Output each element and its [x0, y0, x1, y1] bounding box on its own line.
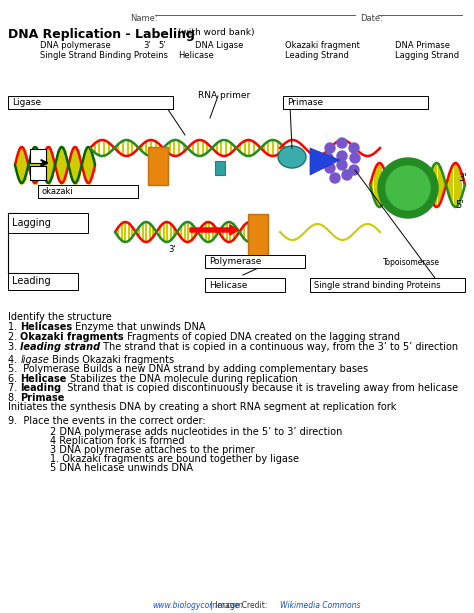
Text: Helicase: Helicase [20, 374, 67, 384]
Text: Lagging Strand: Lagging Strand [395, 51, 459, 60]
Text: Stabilizes the DNA molecule during replication: Stabilizes the DNA molecule during repli… [67, 374, 297, 384]
Bar [205, 255, 305, 268]
Text: Leading: Leading [12, 276, 51, 286]
Text: DNA Ligase: DNA Ligase [195, 41, 243, 50]
Bar [283, 96, 428, 109]
Circle shape [337, 138, 347, 148]
Text: 4 Replication fork is formed: 4 Replication fork is formed [50, 436, 184, 446]
Bar [205, 278, 285, 292]
Text: Lagging: Lagging [12, 218, 51, 228]
Text: Single Strand Binding Proteins: Single Strand Binding Proteins [40, 51, 168, 60]
Circle shape [386, 166, 430, 210]
Circle shape [378, 158, 438, 218]
Text: 3.: 3. [8, 342, 20, 352]
Circle shape [325, 143, 335, 153]
Circle shape [349, 165, 359, 175]
Circle shape [350, 153, 360, 163]
Text: 5’: 5’ [158, 41, 166, 50]
Text: (with word bank): (with word bank) [175, 28, 255, 37]
Text: okazaki: okazaki [42, 187, 74, 196]
Circle shape [349, 143, 359, 153]
Text: Enzyme that unwinds DNA: Enzyme that unwinds DNA [73, 322, 206, 332]
Bar [30, 166, 46, 180]
Text: Okazaki fragments: Okazaki fragments [20, 332, 124, 342]
Text: Helicases: Helicases [20, 322, 73, 332]
Text: 1.: 1. [8, 322, 20, 332]
Text: Builds a new DNA strand by adding complementary bases: Builds a new DNA strand by adding comple… [80, 364, 368, 374]
Circle shape [337, 160, 347, 170]
Text: Single strand binding Proteins: Single strand binding Proteins [314, 281, 441, 289]
Text: DNA polymerase: DNA polymerase [40, 41, 111, 50]
Text: 5 DNA helicase unwinds DNA: 5 DNA helicase unwinds DNA [50, 463, 193, 473]
Text: RNA primer: RNA primer [198, 91, 250, 100]
Text: 1. Okazaki fragments are bound together by ligase: 1. Okazaki fragments are bound together … [50, 454, 299, 464]
Text: Topoisomerase: Topoisomerase [383, 258, 440, 267]
Text: ligase: ligase [20, 355, 49, 365]
Text: DNA Primase: DNA Primase [395, 41, 450, 50]
Text: 7.: 7. [8, 383, 20, 393]
Circle shape [325, 163, 335, 173]
Text: leading strand: leading strand [20, 342, 100, 352]
Text: 5.: 5. [8, 364, 20, 374]
Text: Date:: Date: [360, 14, 383, 23]
Text: Polymerase: Polymerase [209, 257, 261, 266]
Circle shape [323, 153, 333, 163]
Text: Initiates the synthesis DNA by creating a short RNA segment at replication fork: Initiates the synthesis DNA by creating … [8, 402, 396, 412]
Text: 9.  Place the events in the correct order:: 9. Place the events in the correct order… [8, 416, 206, 426]
Text: Helicase: Helicase [178, 51, 214, 60]
Circle shape [337, 151, 347, 161]
Text: Primase: Primase [287, 98, 323, 107]
Ellipse shape [278, 146, 306, 168]
Text: Wikimedia Commons: Wikimedia Commons [280, 601, 361, 610]
Text: Helicase: Helicase [209, 281, 247, 289]
Text: Leading Strand: Leading Strand [285, 51, 349, 60]
Text: leading: leading [20, 383, 62, 393]
Bar [310, 278, 465, 292]
Bar [148, 147, 168, 185]
Polygon shape [310, 148, 340, 175]
Text: www.biologycorner.com: www.biologycorner.com [152, 601, 243, 610]
Text: 3': 3' [458, 173, 466, 183]
Bar [8, 273, 78, 290]
Text: Binds Okazaki fragments: Binds Okazaki fragments [49, 355, 174, 365]
Text: Fragments of copied DNA created on the lagging strand: Fragments of copied DNA created on the l… [124, 332, 400, 342]
Text: 6.: 6. [8, 374, 20, 384]
Bar [248, 214, 268, 256]
Text: Polymerase: Polymerase [20, 364, 80, 374]
Text: Primase: Primase [20, 393, 64, 403]
Bar [215, 161, 225, 175]
Bar [30, 149, 46, 163]
Bar [8, 96, 173, 109]
Circle shape [330, 173, 340, 183]
Text: 3’: 3’ [143, 41, 151, 50]
FancyArrow shape [190, 225, 238, 235]
Text: 4.: 4. [8, 355, 20, 365]
Text: 3': 3' [168, 245, 176, 254]
Text: 2.: 2. [8, 332, 20, 342]
Text: | Image Credit:: | Image Credit: [208, 601, 270, 610]
Text: Ligase: Ligase [12, 98, 41, 107]
Bar [8, 213, 88, 233]
Text: DNA Replication - Labeling: DNA Replication - Labeling [8, 28, 195, 41]
Text: Identify the structure: Identify the structure [8, 312, 112, 322]
Text: Strand that is copied discontinuously because it is traveling away from helicase: Strand that is copied discontinuously be… [62, 383, 459, 393]
Text: Okazaki fragment: Okazaki fragment [285, 41, 360, 50]
Bar [38, 185, 138, 198]
Text: 8.: 8. [8, 393, 20, 403]
Text: Name:: Name: [130, 14, 158, 23]
Circle shape [342, 170, 352, 180]
Text: 2 DNA polymerase adds nucleotides in the 5’ to 3’ direction: 2 DNA polymerase adds nucleotides in the… [50, 427, 342, 437]
Text: 5': 5' [455, 200, 464, 210]
Text: The strand that is copied in a continuous way, from the 3’ to 5’ direction: The strand that is copied in a continuou… [100, 342, 458, 352]
Text: 3 DNA polymerase attaches to the primer: 3 DNA polymerase attaches to the primer [50, 445, 255, 455]
